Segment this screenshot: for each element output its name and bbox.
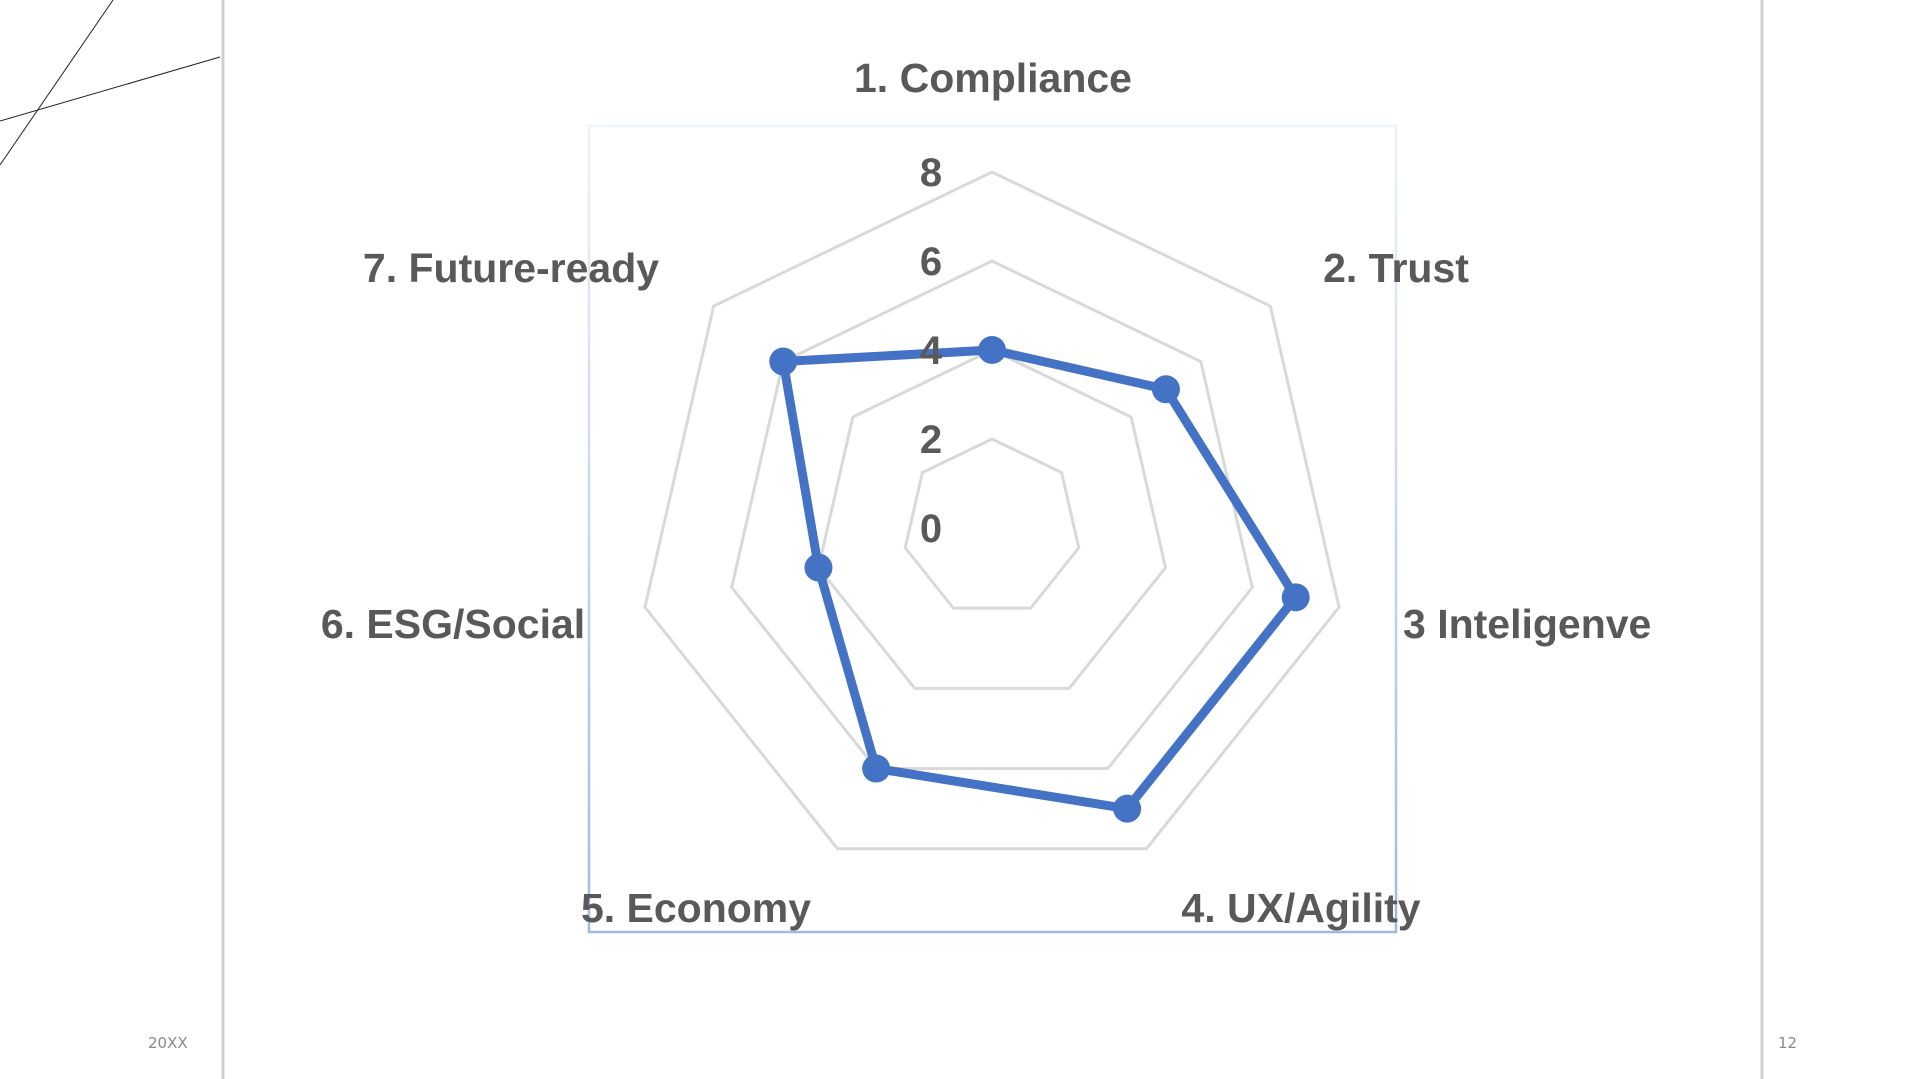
- grid-ring: [643, 170, 1341, 851]
- series-line: [778, 345, 1301, 814]
- category-label: 6. ESG/Social: [321, 601, 585, 647]
- grid-ring: [816, 348, 1168, 690]
- data-point: [1281, 583, 1310, 612]
- category-label: 7. Future-ready: [363, 245, 659, 291]
- category-label: 3 Inteligenve: [1403, 601, 1651, 647]
- data-point: [978, 336, 1006, 364]
- category-label: 5. Economy: [581, 885, 811, 931]
- decorative-line: [0, 0, 114, 166]
- tick-label: 8: [920, 151, 942, 195]
- data-point: [804, 553, 833, 582]
- data-point: [1113, 794, 1142, 823]
- tick-label: 4: [920, 329, 943, 373]
- data-point: [769, 347, 798, 376]
- category-label: 4. UX/Agility: [1181, 885, 1420, 931]
- grid-ring: [903, 437, 1081, 610]
- footer-page-number: 12: [1778, 1034, 1798, 1052]
- plot-area-frame: [587, 124, 1398, 934]
- category-label: 2. Trust: [1323, 245, 1469, 291]
- data-point: [1151, 375, 1180, 404]
- tick-label: 0: [920, 507, 942, 551]
- data-point: [862, 754, 891, 783]
- tick-label: 6: [920, 240, 942, 284]
- footer-date: 20XX: [148, 1034, 188, 1052]
- grid-ring: [730, 259, 1254, 771]
- category-label: 1. Compliance: [854, 55, 1132, 101]
- tick-label: 2: [920, 418, 942, 462]
- decorative-line: [0, 56, 221, 122]
